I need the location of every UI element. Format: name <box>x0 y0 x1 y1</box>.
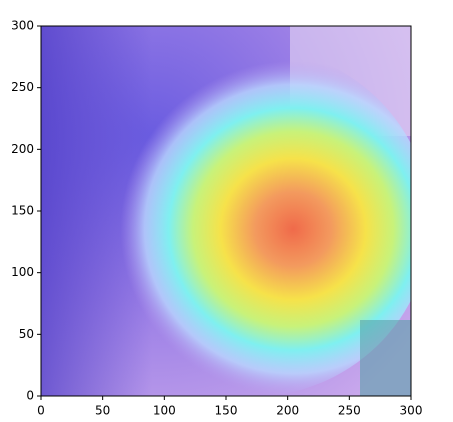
x-tick-label: 0 <box>37 404 45 418</box>
x-tick-label: 100 <box>153 404 176 418</box>
y-tick-label: 100 <box>11 265 34 279</box>
x-tick-label: 250 <box>338 404 361 418</box>
y-tick-label: 50 <box>19 327 34 341</box>
y-tick-label: 200 <box>11 142 34 156</box>
image <box>41 26 411 396</box>
x-tick-label: 150 <box>215 404 238 418</box>
x-tick-label: 200 <box>276 404 299 418</box>
x-tick-label: 300 <box>400 404 423 418</box>
y-tick-label: 150 <box>11 204 34 218</box>
x-tick-label: 50 <box>95 404 110 418</box>
y-tick-label: 300 <box>11 19 34 33</box>
y-tick-label: 0 <box>26 389 34 403</box>
y-tick-label: 250 <box>11 80 34 94</box>
